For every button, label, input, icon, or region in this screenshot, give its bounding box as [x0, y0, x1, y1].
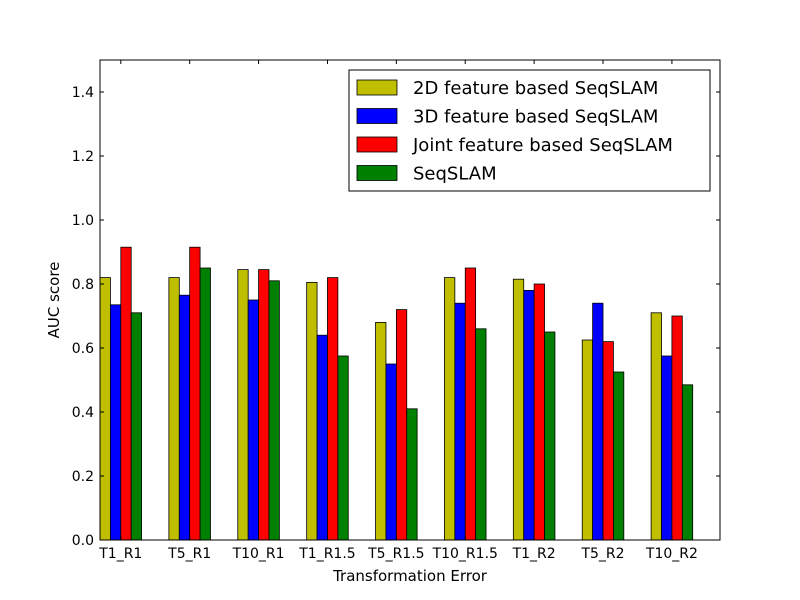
bar	[178, 294, 191, 541]
y-tick-label: 0.2	[72, 469, 94, 485]
y-tick-labels: 0.0 0.2 0.4 0.6 0.8 1.0 1.2 1.4	[72, 85, 94, 549]
x-tick-labels: T1_R1 T5_R1 T10_R1 T1_R1.5 T5_R1.5 T10_R1.5 T1…	[98, 546, 698, 562]
x-tick-label: T5_R1.5	[367, 546, 424, 562]
y-tick-label: 0.6	[72, 341, 94, 357]
bar	[475, 328, 487, 541]
bar	[464, 267, 477, 541]
legend-label: Joint feature based SeqSLAM	[412, 135, 673, 156]
y-axis-label: AUC score	[45, 262, 63, 339]
bar	[306, 281, 318, 541]
y-tick-label: 1.4	[72, 85, 94, 101]
bar	[130, 312, 142, 541]
bar	[661, 355, 673, 541]
bar	[406, 408, 418, 541]
x-tick-label: T1_R1.5	[298, 546, 355, 562]
axis-ticks	[100, 60, 720, 541]
bar	[581, 339, 594, 541]
bar	[454, 302, 466, 541]
bar	[681, 384, 694, 541]
x-tick-label: T5_R1	[167, 546, 211, 562]
bar	[395, 309, 408, 541]
x-tick-label: T10_R1	[232, 546, 285, 562]
x-tick-label: T1_R1	[98, 546, 142, 562]
bar	[671, 315, 683, 541]
bar	[613, 371, 625, 541]
y-tick-label: 0.4	[72, 405, 94, 421]
bar	[327, 277, 339, 541]
y-tick-label: 1.2	[72, 149, 94, 165]
x-axis-label: Transformation Error	[332, 567, 488, 585]
bar	[592, 302, 604, 541]
legend-label: 3D feature based SeqSLAM	[413, 107, 658, 128]
legend-swatch	[356, 136, 398, 153]
bar	[189, 246, 201, 541]
bar	[120, 246, 132, 541]
bar	[375, 321, 387, 541]
bar	[258, 269, 270, 541]
x-tick-label: T5_R2	[580, 546, 624, 562]
legend-label: 2D feature based SeqSLAM	[413, 78, 658, 99]
x-tick-label: T10_R2	[645, 546, 698, 562]
bar	[199, 267, 211, 541]
x-tick-label: T1_R2	[512, 546, 556, 562]
legend-box	[348, 69, 711, 192]
legend-label: SeqSLAM	[413, 164, 497, 185]
bar	[512, 278, 525, 541]
bar	[268, 280, 280, 541]
bar	[110, 304, 122, 541]
bar	[523, 289, 535, 541]
bar	[99, 277, 111, 541]
plot-frame	[99, 59, 721, 541]
bar	[444, 277, 456, 541]
legend: 2D feature based SeqSLAM 3D feature based…	[348, 69, 711, 192]
bar	[237, 269, 249, 541]
bar	[337, 355, 349, 541]
bar	[168, 277, 180, 541]
legend-swatch	[356, 108, 398, 124]
bar	[602, 341, 614, 541]
bar	[316, 334, 328, 541]
legend-swatch	[356, 79, 398, 96]
y-tick-label: 0.0	[72, 533, 94, 549]
y-tick-label: 1.0	[72, 213, 94, 229]
bar	[385, 363, 397, 541]
bar	[650, 312, 662, 541]
bar	[247, 299, 259, 541]
bar	[544, 331, 556, 541]
y-tick-label: 0.8	[72, 277, 94, 293]
legend-swatch	[356, 165, 398, 181]
x-tick-label: T10_R1.5	[432, 546, 498, 562]
bars-layer	[99, 246, 694, 541]
bar	[533, 283, 545, 541]
